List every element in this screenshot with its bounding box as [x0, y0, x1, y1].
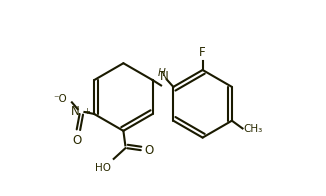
Text: CH₃: CH₃: [244, 124, 263, 134]
Text: H: H: [158, 68, 166, 78]
Text: +: +: [83, 107, 90, 116]
Text: O: O: [72, 134, 82, 147]
Text: ⁻O: ⁻O: [53, 94, 67, 104]
Text: N: N: [71, 104, 80, 118]
Text: N: N: [160, 70, 168, 83]
Text: O: O: [145, 144, 154, 157]
Text: HO: HO: [95, 163, 111, 173]
Text: F: F: [199, 46, 206, 59]
